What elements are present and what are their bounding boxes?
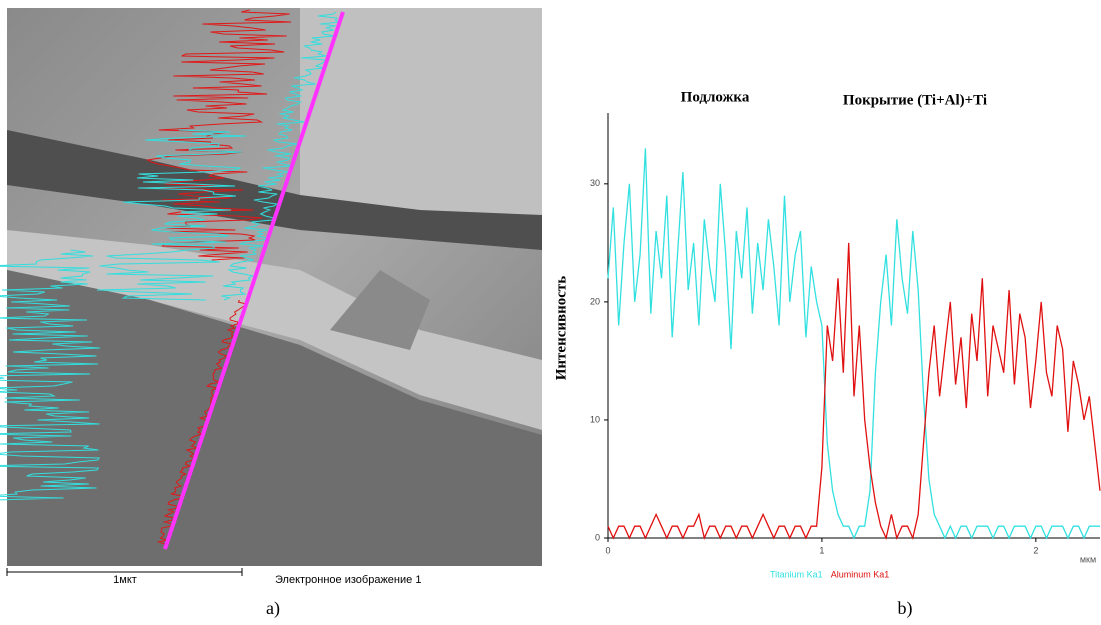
y-axis-label: Интенсивность: [553, 276, 569, 381]
annotation: Покрытие (Ti+Al)+Ti: [843, 92, 987, 108]
micrograph: [0, 8, 542, 566]
y-tick-label: 20: [590, 296, 600, 306]
legend-entry: Titanium Ka1: [770, 569, 823, 579]
series-line: [607, 242, 1101, 541]
legend-entry: Aluminum Ka1: [831, 569, 890, 579]
scan-trace: [96, 129, 247, 301]
y-tick-label: 10: [590, 414, 600, 424]
scale-bar: 1мкт Электронное изображение 1: [6, 568, 421, 586]
annotation: Подложка: [681, 89, 750, 105]
x-tick-label: 2: [1033, 545, 1038, 555]
panel-label: b): [898, 598, 913, 619]
x-tick-label: 0: [605, 545, 610, 555]
plot: 0 10 20 30 0 1 2 Titanium Ka1 Aluminum Ka1: [590, 113, 1101, 579]
x-tick-label: 1: [819, 545, 824, 555]
y-tick-label: 30: [590, 178, 600, 188]
y-tick-label: 0: [595, 532, 600, 542]
scale-label: 1мкт: [113, 574, 137, 586]
scan-trace: [221, 11, 342, 301]
series-line: [607, 148, 1100, 540]
scan-trace: [0, 249, 101, 501]
x-axis-label: мкм: [1080, 554, 1096, 564]
image-caption: Электронное изображение 1: [275, 574, 421, 586]
panel-label: a): [266, 598, 280, 619]
